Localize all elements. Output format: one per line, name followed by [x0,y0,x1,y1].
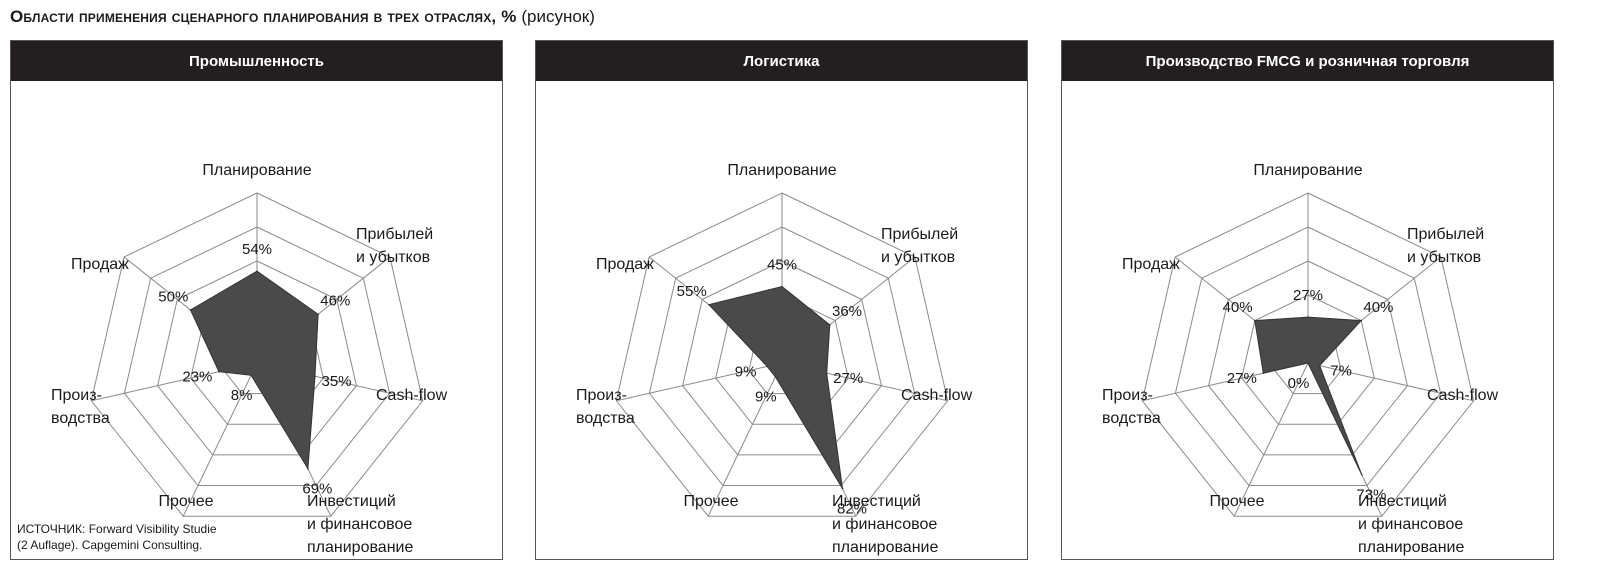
grid-ring [1208,260,1408,456]
data-point [1307,362,1309,364]
data-label: 50% [158,288,188,305]
data-point [825,372,828,375]
data-series-area [189,270,319,471]
axis-label: Продаж [1122,256,1180,273]
grid-ring [648,226,916,486]
data-point [1318,364,1321,367]
data-label: 55% [677,283,707,300]
grid-ring [1174,226,1442,486]
data-point [841,487,844,490]
axis-label: Планирование [1253,162,1362,179]
grid-ring [123,226,391,486]
data-point [256,270,258,272]
panel-logistics: Логистика 45% 36% 27% 82% 9% 9% 55% Планировани… [535,40,1028,560]
panel-industry: Промышленность 54% 46% 35% 69% 8% 23% 50% Плани… [10,40,503,560]
data-point [1307,316,1309,318]
figure-title-note: (рисунок) [521,7,595,26]
data-label: 8% [231,387,253,404]
data-point [218,370,220,373]
source-line-2: (2 Auflage). Capgemini Consulting. [17,538,203,552]
grid-ring [1241,294,1375,425]
axis-label: Продаж [596,256,654,273]
axis-label: Планирование [202,162,311,179]
data-label: 0% [1288,375,1310,392]
data-point [1254,319,1256,322]
grid-spoke [182,362,258,517]
data-label: 7% [1330,363,1352,380]
data-point [189,309,192,311]
grid-ring [715,294,849,425]
axis-label: Произ-водства [1102,387,1161,427]
data-label: 9% [735,363,757,380]
grid-spoke [707,362,783,517]
data-point [1360,319,1362,322]
axis-label: Cash-flow [901,387,973,404]
grid-spoke [616,362,783,402]
grid-spoke [1307,362,1474,402]
data-point [314,375,316,378]
radar-chart-industry: 54% 46% 35% 69% 8% 23% 50% Планирование Прибылей… [51,162,448,556]
data-label: 35% [321,373,351,390]
panel-fmcg: Производство FMCG и розничная торговля 2… [1061,40,1554,560]
grid-ring [157,260,357,456]
data-series-area [1254,316,1363,476]
axis-label: Инвестиций и финансовое планирование [832,493,938,556]
axis-label: Прибылей и убытков [356,226,433,266]
data-point [307,467,309,470]
data-label: 40% [1363,299,1393,316]
data-label: 46% [320,293,350,310]
data-series-area [707,285,843,489]
axis-label: Прочее [1209,493,1264,510]
grid-ring [1141,192,1475,517]
source-line-1: ИСТОЧНИК: Forward Visibility Studie [17,522,217,536]
source-note: ИСТОЧНИК: Forward Visibility Studie (2 A… [17,521,217,553]
data-point [829,324,831,326]
axis-label: Прочее [158,493,213,510]
data-point [766,365,768,368]
axis-label: Прочее [683,493,738,510]
data-point [708,303,710,306]
data-label: 23% [182,369,212,386]
grid-ring [682,260,882,456]
data-point [781,285,783,288]
axis-label: Планирование [727,162,836,179]
data-label: 54% [242,241,272,258]
axis-label: Произ-водства [576,387,635,427]
panel-header-logistics: Логистика [536,41,1027,81]
axis-label: Произ-водства [51,387,110,427]
grid-spoke [1233,362,1309,517]
data-point [1262,372,1265,375]
data-point [774,376,777,378]
axis-label: Cash-flow [1427,387,1499,404]
panel-header-fmcg: Производство FMCG и розничная торговля [1062,41,1553,81]
data-label: 82% [837,500,867,517]
grid-ring [615,192,949,517]
figure-title: Области применения сценарного планирован… [10,7,595,27]
axis-label: Продаж [71,256,129,273]
grid-ring [90,192,424,517]
data-label: 69% [302,481,332,498]
data-label: 45% [767,257,797,274]
axis-label: Прибылей и убытков [1407,226,1484,266]
axis-label: Cash-flow [376,387,448,404]
axis-label: Прибылей и убытков [881,226,958,266]
data-point [317,313,319,315]
data-label: 40% [1223,299,1253,316]
axis-label: Инвестиций и финансовое планирование [1358,493,1464,556]
data-label: 27% [833,370,863,387]
figure-title-main: Области применения сценарного планирован… [10,7,517,26]
radar-chart-fmcg: 27% 40% 7% 73% 0% 27% 40% Планирование Прибылей и… [1102,162,1499,556]
data-label: 27% [1227,370,1257,387]
radar-chart-logistics: 45% 36% 27% 82% 9% 9% 55% Планирование Прибылей и… [576,162,973,556]
data-label: 36% [832,303,862,320]
data-point [1361,474,1363,476]
data-point [250,374,252,377]
panel-header-industry: Промышленность [11,41,502,81]
data-label: 73% [1356,487,1386,504]
axis-label: Инвестиций и финансовое планирование [307,493,413,556]
data-label: 27% [1293,287,1323,304]
data-label: 9% [755,389,777,406]
